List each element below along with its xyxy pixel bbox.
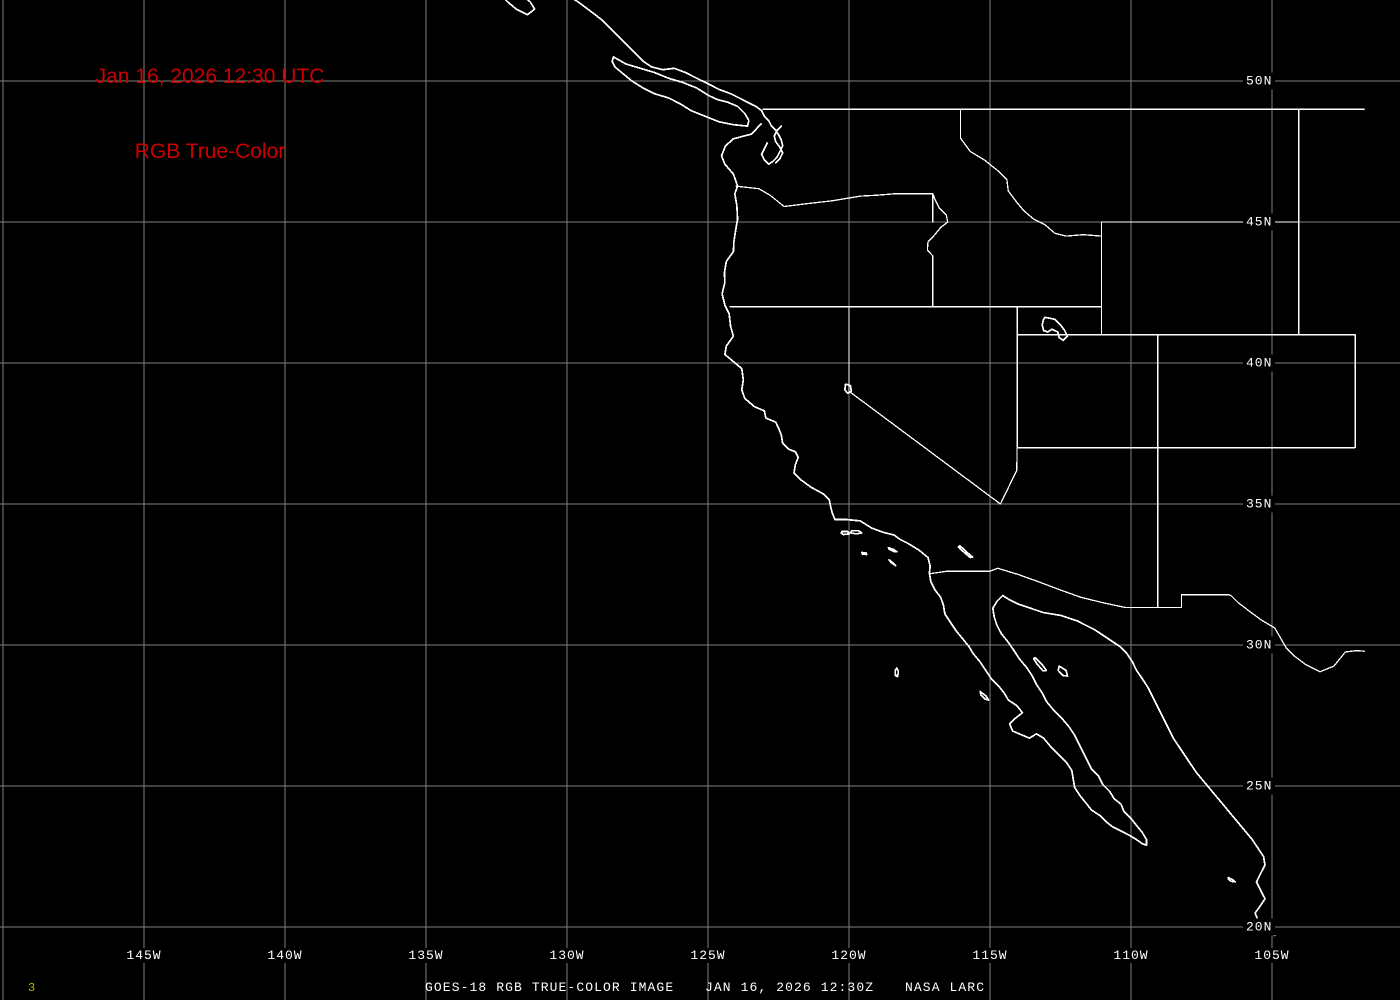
coastline-layer — [504, 0, 1276, 937]
border-oregon-idaho — [926, 193, 949, 308]
lon-tick-110w: 110W — [1109, 948, 1153, 963]
lat-tick-50n: 50N — [1243, 72, 1276, 90]
coastline-pacific-coast-main — [720, 123, 1276, 937]
coastline-haida-gwaii — [504, 0, 536, 16]
lat-tick-35n: 35N — [1243, 495, 1276, 513]
caption-timestamp: JAN 16, 2026 12:30Z — [705, 980, 875, 995]
lon-tick-130w: 130W — [545, 948, 589, 963]
border-arizona-newmexico — [1157, 446, 1230, 609]
coastline-maria-islands — [1227, 876, 1237, 883]
coastline-isla-tiburon — [1057, 665, 1069, 677]
lon-tick-115w: 115W — [968, 948, 1012, 963]
overlay-title-timestamp: Jan 16, 2026 12:30 UTC — [95, 65, 325, 88]
product-overlay-title: Jan 16, 2026 12:30 UTC RGB True-Color — [0, 14, 420, 214]
lat-tick-30n: 30N — [1243, 636, 1276, 654]
caption-bar: GOES-18 RGB TRUE-COLOR IMAGE JAN 16, 202… — [0, 980, 1400, 996]
frame-number-label: 3 — [28, 981, 36, 995]
political-border-layer — [729, 108, 1365, 673]
coastline-channel-island-santa-catalina — [887, 546, 898, 553]
lat-tick-40n: 40N — [1243, 354, 1276, 372]
caption-source: NASA LARC — [905, 980, 986, 995]
border-arizona-sonora-border — [997, 567, 1159, 609]
lat-tick-20n: 20N — [1243, 918, 1276, 936]
coastline-channel-island-santa-cruz — [849, 529, 863, 535]
lon-tick-120w: 120W — [827, 948, 871, 963]
lat-tick-45n: 45N — [1243, 213, 1276, 231]
lon-tick-125w: 125W — [686, 948, 730, 963]
coastline-guadalupe-island — [894, 667, 900, 678]
lat-tick-25n: 25N — [1243, 777, 1276, 795]
coastline-channel-island-san-clemente — [888, 558, 897, 567]
coastline-salton-sea — [957, 544, 974, 559]
overlay-title-product: RGB True-Color — [134, 140, 286, 163]
border-newmexico-texas-mexico — [1228, 594, 1365, 673]
border-nevada-utah-arizona — [999, 305, 1018, 505]
coastline-bc-mainland-coast — [573, 0, 784, 166]
lon-tick-145w: 145W — [122, 948, 166, 963]
border-california-nevada-diagonal — [848, 390, 1002, 505]
border-washington-oregon — [735, 185, 934, 223]
border-montana-idaho-north — [959, 108, 1103, 237]
border-california-mexico-border — [929, 567, 999, 575]
coastline-isla-angel-de-la-guarda — [1032, 656, 1048, 672]
lon-tick-135w: 135W — [404, 948, 448, 963]
caption-product-name: GOES-18 RGB TRUE-COLOR IMAGE — [425, 980, 675, 995]
coastline-channel-island-san-nicolas — [860, 551, 868, 556]
lon-tick-105w: 105W — [1250, 948, 1294, 963]
coastline-channel-island-santa-rosa — [840, 530, 850, 536]
coastline-cedros-island — [979, 690, 990, 701]
coastline-puget-sound-inner — [773, 125, 784, 164]
coastline-vancouver-island — [611, 56, 750, 127]
lon-tick-140w: 140W — [263, 948, 307, 963]
